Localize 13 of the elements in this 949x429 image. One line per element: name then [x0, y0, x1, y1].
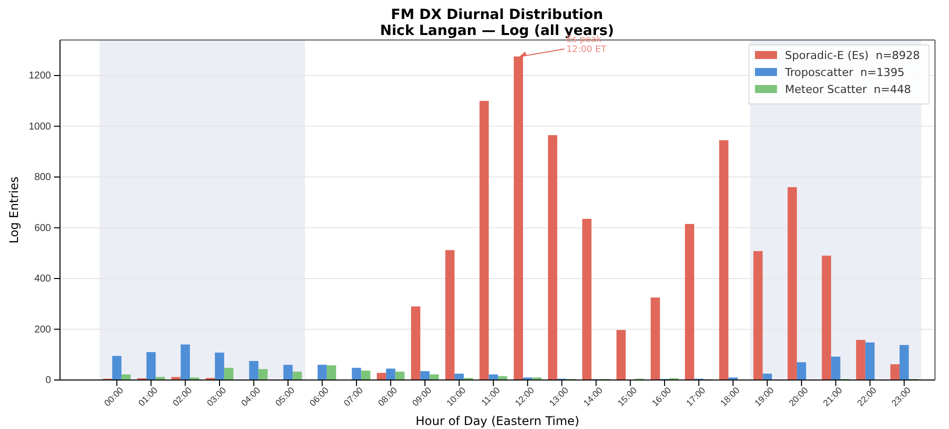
y-tick-label: 1200 [28, 70, 52, 82]
x-axis-title: Hour of Day (Eastern Time) [416, 414, 580, 428]
chart-title: FM DX Diurnal Distribution [390, 7, 604, 23]
y-tick-label: 0 [45, 375, 52, 386]
y-axis-title: Log Entries [7, 176, 21, 244]
legend-label: Troposcatter n=1395 [784, 66, 904, 79]
y-tick-label: 200 [34, 324, 52, 336]
y-tick-label: 600 [34, 222, 52, 234]
y-tick-label: 800 [34, 172, 52, 184]
legend-label: Meteor Scatter n=448 [785, 83, 911, 96]
y-tick-label: 400 [34, 274, 52, 285]
legend-label: Sporadic-E (Es) n=8928 [785, 49, 920, 62]
y-tick-label: 1000 [28, 121, 52, 132]
